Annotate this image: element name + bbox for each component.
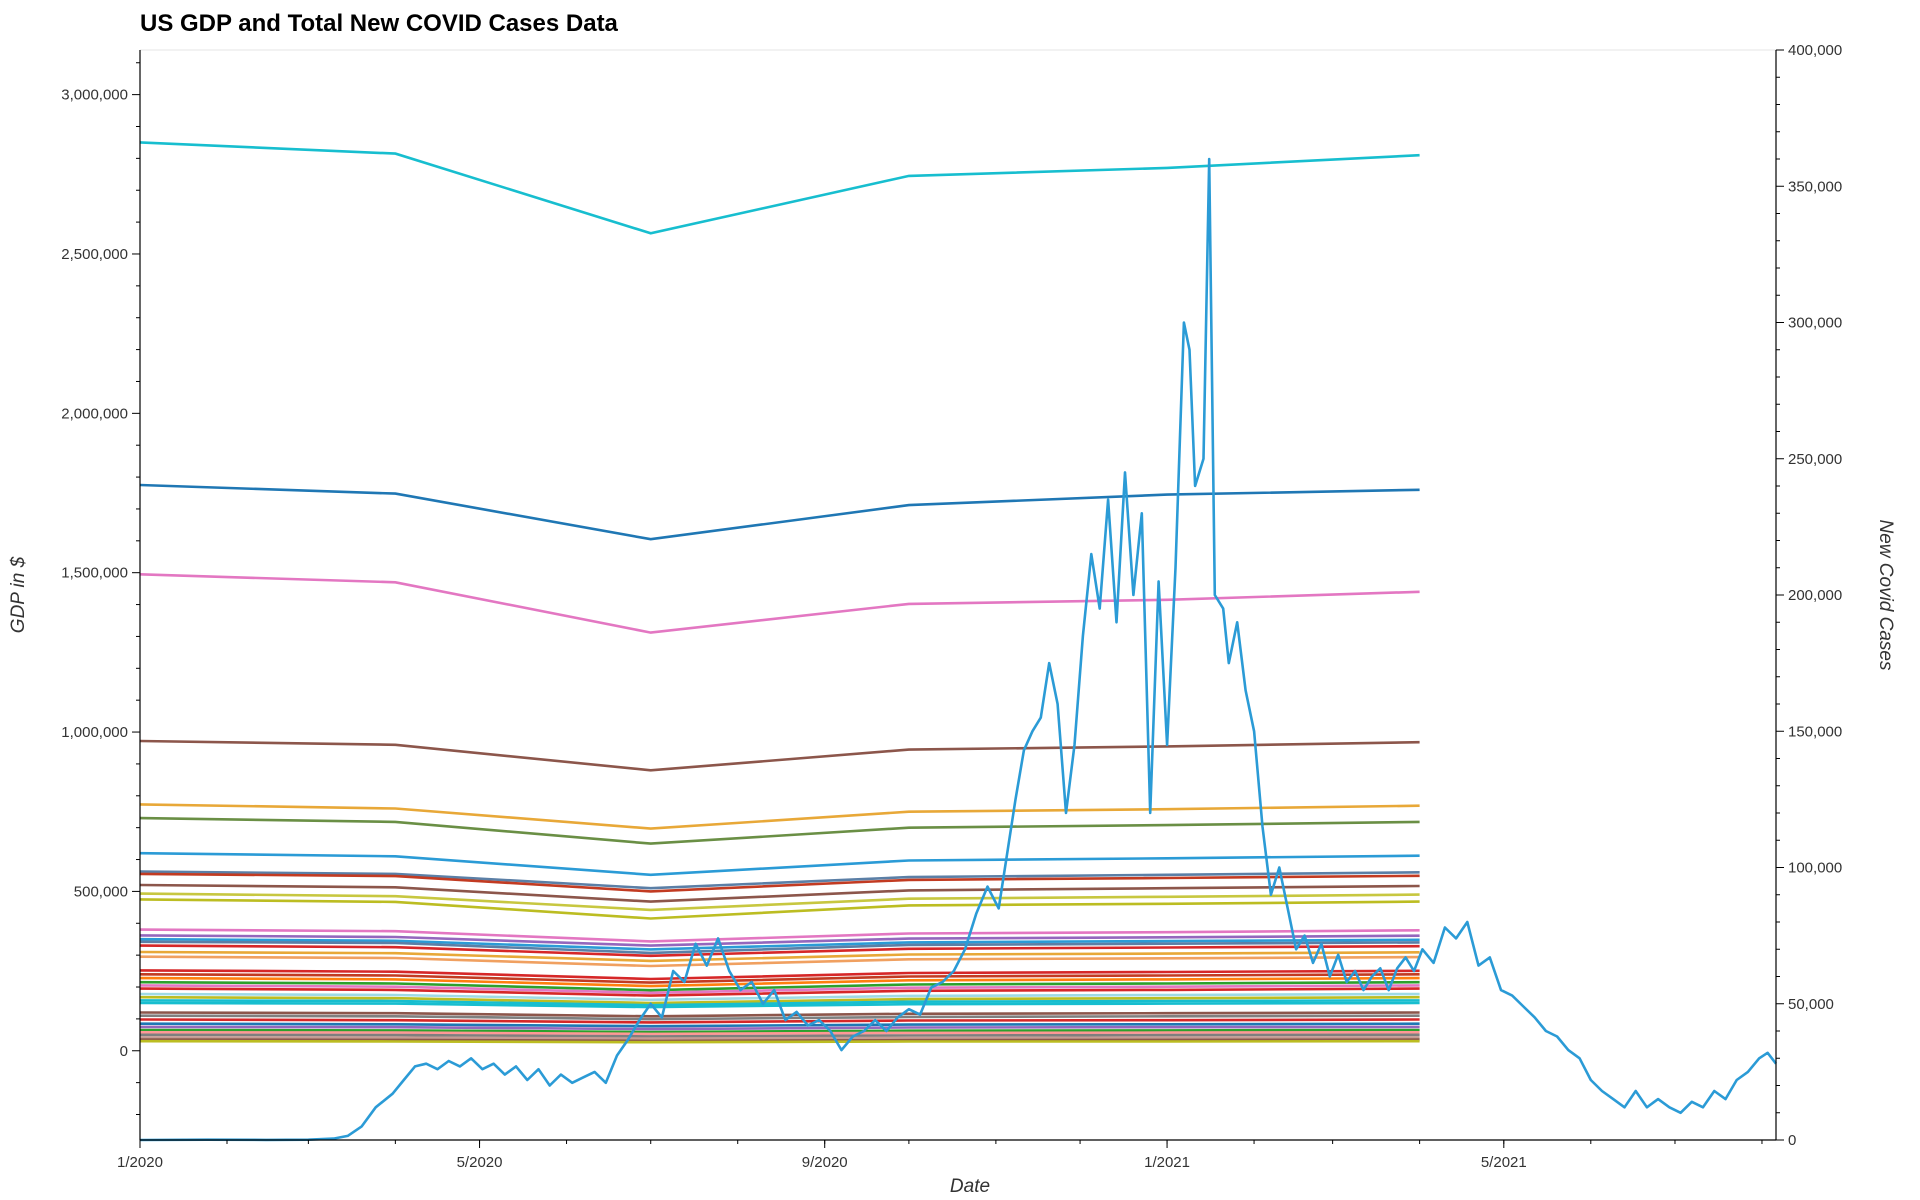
gdp-series-line-6: [139, 816, 1420, 845]
gdp-series-line-35: [139, 1028, 1420, 1034]
gdp-series-line-24: [139, 984, 1420, 995]
x-tick-label: 9/2020: [802, 1154, 848, 1171]
gdp-series-line-5: [139, 803, 1420, 830]
y-right-tick-label: 100,000: [1788, 860, 1842, 877]
x-tick-label: 1/2020: [117, 1154, 163, 1171]
gdp-series-line-11: [139, 892, 1420, 912]
gdp-series-line-15: [139, 937, 1420, 951]
gdp-series-line-17: [139, 944, 1420, 958]
gdp-series-line-3: [139, 573, 1420, 634]
y-left-tick-label: 2,500,000: [61, 246, 128, 263]
x-tick-label: 5/2020: [457, 1154, 503, 1171]
gdp-series-line-12: [139, 898, 1420, 920]
gdp-series-line-1: [139, 141, 1420, 235]
y-right-tick-label: 300,000: [1788, 315, 1842, 332]
gdp-series-line-8: [139, 870, 1420, 890]
y-right-tick-label: 50,000: [1788, 996, 1834, 1013]
y-right-tick-label: 0: [1788, 1132, 1796, 1149]
gdp-series-line-25: [139, 987, 1420, 997]
chart-title: US GDP and Total New COVID Cases Data: [140, 10, 618, 37]
covid-cases-line: [139, 157, 1778, 1142]
y-right-tick-label: 400,000: [1788, 42, 1842, 59]
gdp-series-line-13: [139, 928, 1420, 943]
y-left-tick-label: 500,000: [74, 883, 128, 900]
gdp-series-line-31: [139, 1014, 1420, 1021]
gdp-series-group: [139, 141, 1420, 1044]
gdp-series-line-14: [139, 934, 1420, 947]
y-axis-left-label: GDP in $: [8, 556, 29, 633]
gdp-series-line-2: [139, 483, 1420, 541]
y-right-tick-label: 200,000: [1788, 587, 1842, 604]
gdp-series-line-27: [139, 995, 1420, 1005]
gdp-series-line-33: [139, 1022, 1420, 1028]
gdp-series-line-38: [139, 1036, 1420, 1040]
gdp-series-line-36: [139, 1031, 1420, 1036]
gdp-series-line-37: [139, 1033, 1420, 1038]
x-tick-label: 1/2021: [1144, 1154, 1190, 1171]
y-left-tick-label: 1,500,000: [61, 565, 128, 582]
x-tick-label: 5/2021: [1481, 1154, 1527, 1171]
covid-series-group: [139, 157, 1778, 1142]
gdp-series-line-19: [139, 955, 1420, 968]
y-right-tick-label: 250,000: [1788, 451, 1842, 468]
gdp-series-line-7: [139, 851, 1420, 877]
gdp-series-line-34: [139, 1025, 1420, 1031]
gdp-series-line-9: [139, 872, 1420, 893]
gdp-series-line-16: [139, 940, 1420, 955]
gdp-series-line-32: [139, 1018, 1420, 1024]
y-left-tick-label: 1,000,000: [61, 724, 128, 741]
gdp-series-line-10: [139, 883, 1420, 903]
gdp-series-line-18: [139, 950, 1420, 963]
y-right-tick-label: 150,000: [1788, 723, 1842, 740]
gdp-series-line-26: [139, 992, 1420, 1002]
y-left-tick-label: 0: [120, 1043, 128, 1060]
y-right-tick-label: 350,000: [1788, 178, 1842, 195]
y-left-tick-label: 3,000,000: [61, 87, 128, 104]
gdp-series-line-22: [139, 976, 1420, 988]
y-axis-right-label: New Covid Cases: [1875, 520, 1896, 671]
gdp-series-line-21: [139, 973, 1420, 984]
gdp-series-line-40: [139, 1039, 1420, 1044]
gdp-series-line-23: [139, 980, 1420, 992]
y-left-tick-label: 2,000,000: [61, 405, 128, 422]
gdp-series-line-30: [139, 1011, 1420, 1018]
x-axis-label: Date: [950, 1176, 990, 1197]
gdp-series-line-20: [139, 969, 1420, 981]
axes-group: 0 500,000 1,000,000 1,500,000 2,000,000 2,500…: [61, 42, 1842, 1171]
gdp-series-line-4: [139, 739, 1420, 772]
